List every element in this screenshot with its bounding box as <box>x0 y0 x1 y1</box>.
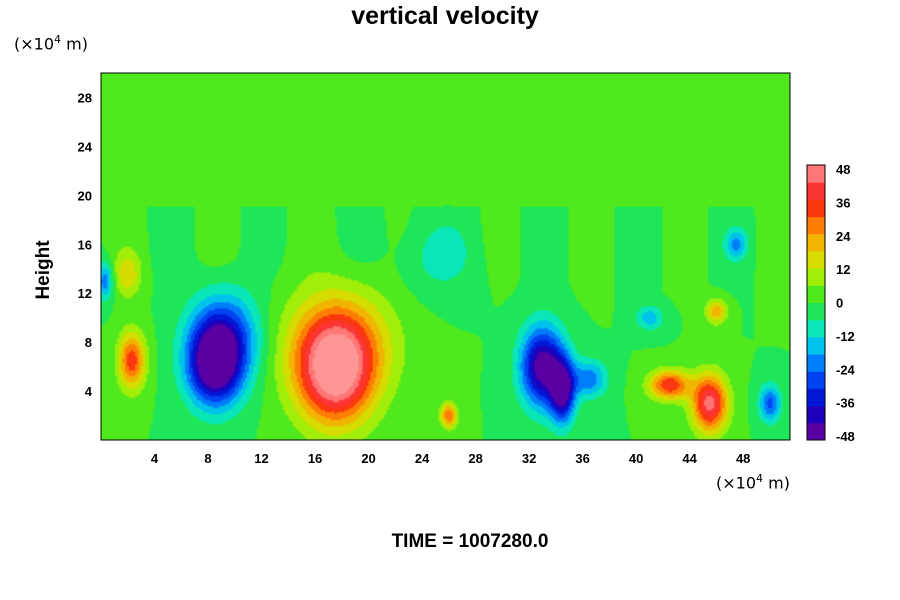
colorbar-segment <box>807 354 825 372</box>
y-tick-label: 8 <box>85 335 92 350</box>
colorbar-tick-label: -48 <box>836 429 855 444</box>
colorbar-segment <box>807 216 825 235</box>
colorbar-segment <box>807 182 825 200</box>
x-tick-label: 40 <box>629 451 643 466</box>
time-label: TIME = 1007280.0 <box>391 531 549 552</box>
y-tick-labels: 4 8 12 16 20 24 28 <box>78 90 93 399</box>
colorbar-segment <box>807 422 825 441</box>
y-axis-unit: (×104 m) <box>14 33 88 54</box>
x-tick-label: 32 <box>522 451 536 466</box>
x-tick-label: 16 <box>308 451 322 466</box>
colorbar-segment <box>807 199 825 218</box>
colorbar-segment <box>807 165 825 183</box>
colorbar-segment <box>807 285 825 303</box>
colorbar-segment <box>807 302 825 321</box>
x-tick-label: 20 <box>361 451 375 466</box>
colorbar-tick-label: -36 <box>836 396 855 411</box>
colorbar-tick-label: -24 <box>836 362 856 377</box>
y-tick-label: 4 <box>85 384 93 399</box>
heatmap-field <box>101 73 790 440</box>
x-tick-label: 48 <box>736 451 750 466</box>
colorbar-tick-labels: -48 -36 -24 -12 0 12 24 36 48 <box>836 162 856 444</box>
colorbar-segment <box>807 250 825 269</box>
colorbar-segment <box>807 319 825 338</box>
y-tick-label: 12 <box>78 286 92 301</box>
colorbar-tick-label: -12 <box>836 329 855 344</box>
x-tick-label: 28 <box>468 451 482 466</box>
colorbar-segment <box>807 268 825 286</box>
colorbar-tick-label: 24 <box>836 229 851 244</box>
x-axis-unit: (×104 m) <box>716 472 790 493</box>
colorbar-segment <box>807 388 825 407</box>
x-tick-label: 44 <box>682 451 697 466</box>
colorbar-frame <box>806 164 826 441</box>
colorbar-segment <box>807 405 825 424</box>
plot-frame <box>100 72 791 441</box>
y-tick-label: 16 <box>78 237 92 252</box>
y-tick-label: 28 <box>78 90 92 105</box>
x-tick-label: 12 <box>254 451 268 466</box>
colorbar-segment <box>807 371 825 389</box>
colorbar <box>806 164 826 441</box>
colorbar-segment <box>807 233 825 252</box>
colorbar-tick-label: 36 <box>836 195 850 210</box>
colorbar-tick-label: 12 <box>836 262 850 277</box>
y-tick-label: 24 <box>78 139 93 154</box>
x-tick-label: 24 <box>415 451 430 466</box>
colorbar-segment <box>807 336 825 355</box>
x-tick-label: 8 <box>204 451 211 466</box>
colorbar-tick-label: 48 <box>836 162 850 177</box>
x-tick-label: 36 <box>575 451 589 466</box>
colorbar-tick-label: 0 <box>836 296 843 311</box>
x-tick-label: 4 <box>151 451 159 466</box>
chart-title: vertical velocity <box>351 2 539 30</box>
y-tick-label: 20 <box>78 188 92 203</box>
x-tick-labels: 4 8 12 16 20 24 28 32 36 40 44 48 <box>151 451 751 466</box>
